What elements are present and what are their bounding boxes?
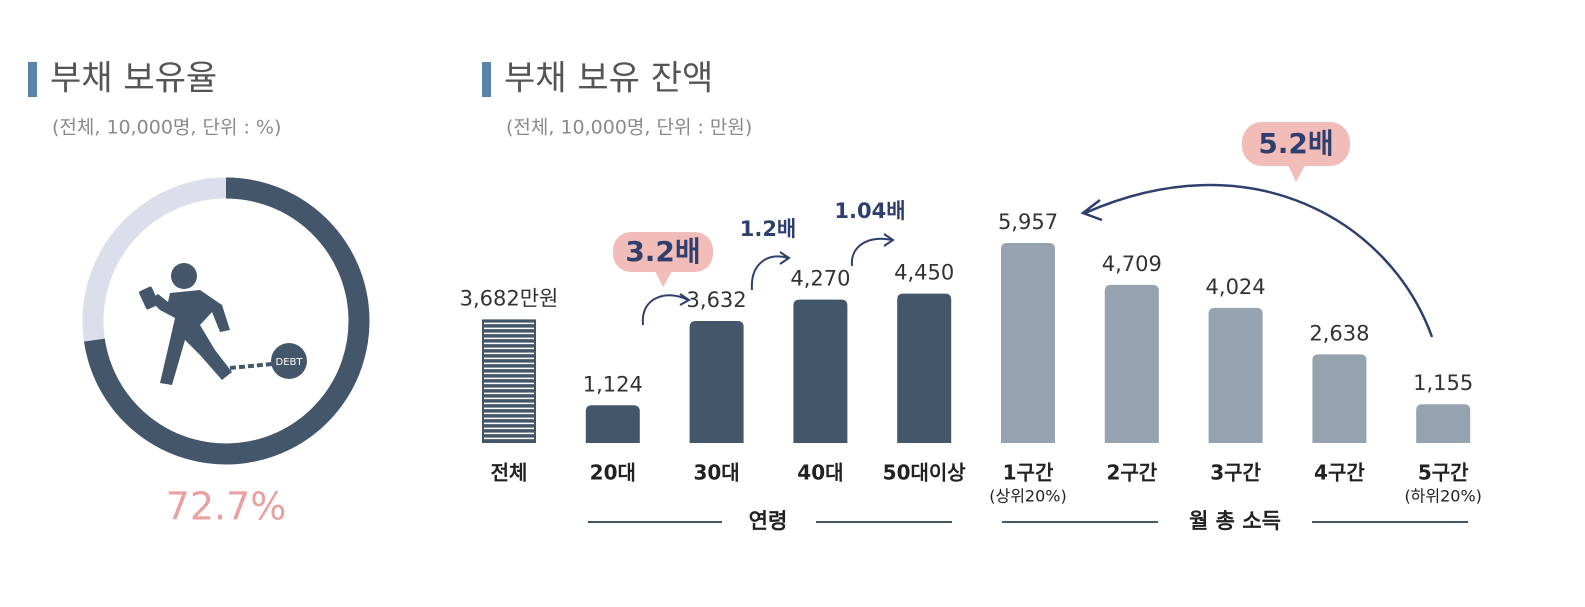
x-tick-sublabel: (상위20%) (989, 487, 1067, 506)
chart-title: 부채 보유율 (50, 59, 217, 99)
bar (585, 405, 640, 443)
arrow (1084, 183, 1434, 338)
x-tick-sublabel: (하위20%) (1404, 487, 1482, 506)
value-label: 4,270 (790, 267, 850, 291)
title-marker (28, 62, 37, 97)
arrow-head (883, 233, 895, 247)
x-tick-label: 3구간 (1210, 461, 1261, 485)
bar (1001, 243, 1055, 443)
annotation: 5.2배 (1258, 127, 1333, 160)
chart-title: 부채 보유 잔액 (504, 59, 713, 99)
value-label: 4,450 (894, 261, 954, 285)
money-stack (482, 319, 536, 443)
x-tick-label: 50대이상 (883, 461, 967, 485)
annotation: 3.2배 (625, 235, 700, 268)
bar (1104, 284, 1159, 443)
bar (1416, 404, 1471, 443)
arrow (750, 255, 789, 291)
value-label: 4,709 (1102, 252, 1162, 276)
callout-bubble (1242, 122, 1350, 166)
x-tick-label: 1구간 (1003, 461, 1054, 485)
group-label: 연령 (749, 509, 788, 533)
x-tick-label: 40대 (797, 461, 843, 485)
arrow-head (779, 251, 791, 265)
x-tick-label: 5구간 (1418, 461, 1469, 485)
x-tick-label: 전체 (491, 461, 528, 485)
value-label: 72.7% (166, 485, 287, 529)
arrow-head (679, 293, 691, 306)
callout-tail (655, 271, 672, 287)
bar (1312, 354, 1367, 443)
x-tick-label: 2구간 (1106, 461, 1157, 485)
callout-bubble (613, 232, 713, 272)
bar (1208, 307, 1263, 443)
group-label: 월 총 소득 (1189, 509, 1281, 533)
value-label: 2,638 (1309, 321, 1369, 345)
icon-label: DEBT (276, 357, 304, 368)
x-tick-label: 30대 (693, 461, 739, 485)
chart-subtitle: (전체, 10,000명, 단위 : 만원) (506, 117, 752, 139)
callout-tail (1288, 165, 1305, 182)
x-tick-label: 4구간 (1314, 461, 1365, 485)
value-label: 1,124 (583, 372, 643, 396)
arrow (641, 294, 689, 326)
debt-icon: DEBT (139, 263, 307, 385)
donut-segment (83, 177, 370, 465)
title-marker (482, 62, 491, 97)
arrow (850, 237, 893, 267)
bar (897, 293, 952, 443)
chart-subtitle: (전체, 10,000명, 단위 : %) (52, 117, 281, 139)
value-label: 1,155 (1413, 371, 1473, 395)
value-label: 4,024 (1206, 275, 1266, 299)
value-label: 5,957 (998, 210, 1058, 234)
bar (793, 299, 848, 443)
arrow-head (1080, 199, 1103, 222)
bar (689, 321, 744, 443)
annotation: 1.2배 (740, 217, 797, 241)
value-label: 3,682만원 (460, 286, 559, 310)
value-label: 3,632 (687, 288, 747, 312)
x-tick-label: 20대 (590, 461, 636, 485)
annotation: 1.04배 (834, 199, 905, 223)
